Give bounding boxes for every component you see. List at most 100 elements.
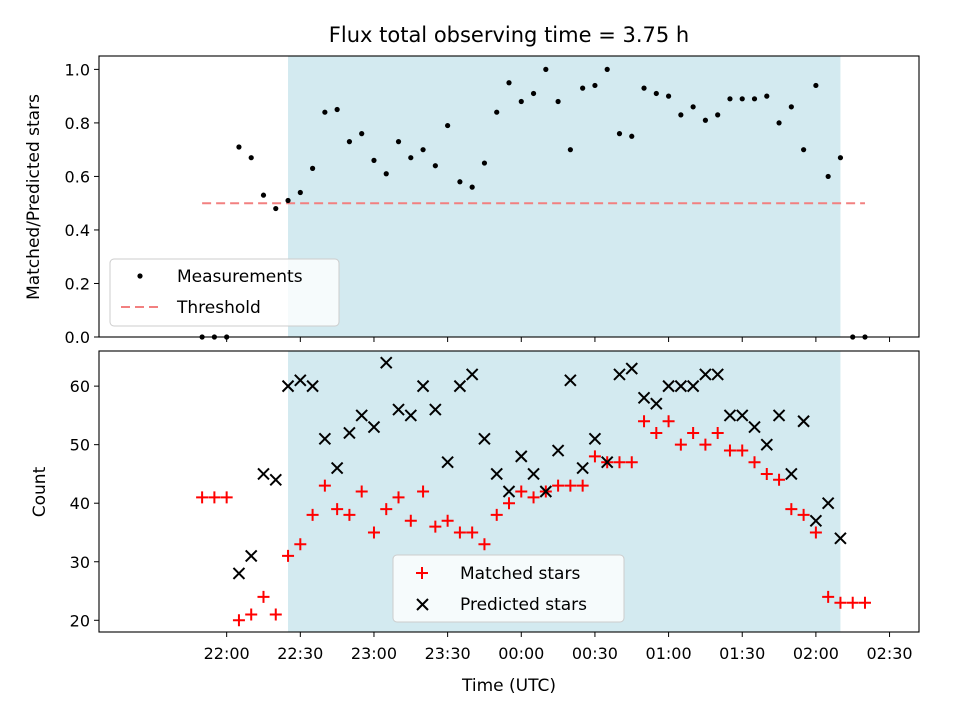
predicted-star-point: [748, 420, 761, 434]
predicted-star-point: [502, 485, 516, 498]
x-tick-label: 00:30: [572, 644, 618, 663]
top-axes: 0.0 0.2 0.4 0.6 0.8 1.0 Matched/Predicted sta…: [24, 55, 920, 347]
matched-star-point: [380, 503, 393, 516]
predicted-star-point: [564, 374, 577, 387]
predicted-star-point: [515, 450, 528, 463]
measurement-point: [690, 104, 696, 110]
matched-star-point: [478, 538, 491, 551]
y-tick-label: 0.6: [65, 167, 90, 186]
predicted-star-point: [772, 409, 786, 422]
predicted-star-point: [367, 420, 381, 434]
measurement-point: [420, 147, 426, 153]
matched-star-point: [417, 485, 430, 498]
predicted-star-point: [404, 409, 418, 422]
predicted-star-point: [600, 456, 614, 469]
measurement-point: [530, 90, 537, 97]
matched-star-point: [736, 444, 749, 457]
top-y-axis-label: Matched/Predicted stars: [24, 94, 44, 300]
y-tick-label: 0.2: [65, 274, 90, 293]
measurement-point: [273, 205, 279, 212]
matched-star-point: [588, 450, 601, 463]
matched-star-point: [392, 491, 405, 504]
predicted-star-point: [821, 497, 835, 510]
matched-star-point: [196, 491, 209, 504]
measurement-point: [445, 122, 451, 129]
measurement-point: [580, 85, 586, 91]
measurement-point: [727, 96, 733, 102]
top-x-ticks: [226, 337, 891, 342]
measurement-point: [383, 171, 389, 177]
x-tick-label: 23:00: [351, 644, 397, 663]
measurement-point: [641, 85, 647, 91]
predicted-star-point: [441, 456, 454, 469]
measurement-point: [813, 82, 819, 89]
matched-star-point: [564, 479, 577, 492]
top-y-ticks: 0.0 0.2 0.4 0.6 0.8 1.0: [65, 60, 99, 347]
y-tick-label: 20: [70, 611, 90, 630]
predicted-star-point: [330, 461, 344, 475]
measurement-point: [837, 155, 844, 161]
matched-star-point: [490, 508, 503, 521]
predicted-star-point: [380, 356, 393, 369]
x-tick-label: 22:30: [277, 644, 323, 663]
predicted-star-point: [711, 368, 724, 381]
legend-predicted-marker: [416, 598, 429, 611]
measurement-point: [776, 120, 782, 126]
bottom-y-axis-label: Count: [30, 466, 50, 517]
matched-star-point: [650, 426, 663, 439]
x-tick-label: 02:00: [793, 644, 839, 663]
predicted-star-point: [429, 403, 442, 416]
predicted-star-point: [613, 368, 626, 381]
legend-measurements-marker: [137, 273, 143, 279]
legend-measurements-label: Measurements: [177, 267, 303, 287]
predicted-star-point: [306, 379, 319, 393]
matched-star-point: [441, 514, 454, 527]
predicted-star-point: [785, 467, 798, 481]
measurement-point: [702, 117, 709, 123]
matched-star-point: [294, 538, 307, 551]
matched-star-point: [466, 526, 479, 539]
measurement-point: [543, 66, 549, 72]
top-shaded-region: [288, 56, 841, 337]
predicted-star-point: [355, 409, 368, 422]
measurement-point: [567, 147, 573, 153]
matched-star-point: [699, 438, 712, 451]
predicted-star-point: [736, 409, 749, 422]
matched-star-point: [245, 608, 258, 621]
predicted-star-point: [699, 368, 712, 381]
matched-star-point: [269, 608, 282, 621]
matched-star-point: [343, 508, 356, 521]
x-tick-label: 01:00: [646, 644, 692, 663]
predicted-star-point: [723, 409, 737, 422]
measurement-point: [653, 90, 659, 97]
measurement-point: [334, 106, 340, 113]
matched-star-point: [846, 596, 859, 609]
y-tick-label: 50: [70, 436, 90, 455]
measurement-point: [665, 93, 672, 99]
matched-star-point: [453, 526, 466, 539]
top-legend-box: [109, 258, 340, 327]
measurement-point: [629, 133, 635, 139]
matched-star-point: [552, 479, 565, 492]
measurement-point: [248, 155, 254, 161]
matched-star-point: [527, 491, 540, 504]
matched-star-point: [220, 491, 233, 504]
x-tick-label: 01:30: [719, 644, 765, 663]
predicted-star-point: [232, 567, 246, 580]
legend-matched-label: Matched stars: [460, 564, 580, 584]
legend-matched-marker: [416, 567, 428, 579]
matched-star-point: [613, 456, 626, 469]
matched-star-point: [785, 503, 798, 516]
measurement-point: [739, 96, 745, 102]
y-tick-label: 30: [70, 553, 90, 572]
predicted-star-point: [453, 379, 467, 393]
matched-star-point: [773, 473, 786, 486]
matched-star-point: [711, 426, 724, 439]
measurement-point: [825, 173, 831, 180]
bottom-legend: Matched stars Predicted stars: [392, 554, 625, 623]
measurement-point: [481, 160, 488, 166]
predicted-stars-points: [232, 356, 847, 580]
measurement-point: [494, 109, 500, 115]
matched-star-point: [257, 590, 270, 603]
y-tick-label: 0.0: [65, 328, 90, 347]
